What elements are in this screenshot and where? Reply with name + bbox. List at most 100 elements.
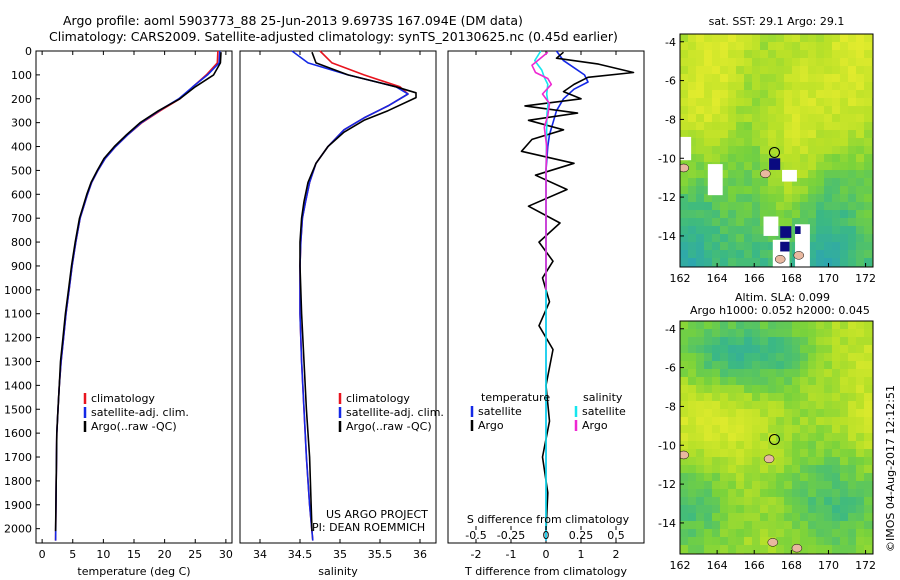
- sla_map-cell: [680, 521, 689, 530]
- sla_map-cell: [824, 433, 833, 442]
- sla_map-cell: [784, 361, 793, 370]
- sla_map-cell: [704, 521, 713, 530]
- sst_map-cell: [808, 82, 817, 91]
- sst_map-cell: [800, 122, 809, 131]
- sst_map-cell: [744, 130, 753, 139]
- sst_map-cell: [696, 74, 705, 83]
- sla_map-cell: [744, 329, 753, 338]
- difference-series-line-3: [531, 51, 553, 290]
- sst_map-cell: [704, 146, 713, 155]
- sst_map-cell: [808, 186, 817, 195]
- sst_map-cell: [752, 234, 761, 243]
- sla_map-cell: [704, 329, 713, 338]
- sst_map-cell: [680, 82, 689, 91]
- sla_map-cell: [680, 345, 689, 354]
- sla_map-cell: [840, 401, 849, 410]
- sla_map-cell: [832, 537, 841, 546]
- sst_map-cell: [680, 178, 689, 187]
- sla_map-cell: [744, 393, 753, 402]
- sst_map-cell: [768, 82, 777, 91]
- sst_map-cell: [824, 130, 833, 139]
- sla_map-cell: [768, 441, 777, 450]
- sla_map-cell: [720, 537, 729, 546]
- sla_map-cell: [688, 521, 697, 530]
- sst_map-cell: [784, 90, 793, 99]
- sst_map-cell: [808, 74, 817, 83]
- sla_map-cell: [792, 433, 801, 442]
- sst_map-cell: [824, 234, 833, 243]
- sst_map-cell: [696, 106, 705, 115]
- sst_map-cell: [688, 42, 697, 51]
- sst_map-cell: [808, 66, 817, 75]
- sla_map-cell: [800, 385, 809, 394]
- sla_map-cell: [816, 417, 825, 426]
- sla_map-cell: [840, 505, 849, 514]
- sla_map-cell: [776, 449, 785, 458]
- sla_map-cell: [752, 537, 761, 546]
- sla_map-cell: [808, 449, 817, 458]
- sst_map-cell: [824, 170, 833, 179]
- sst_map-cell: [856, 186, 865, 195]
- sla_map-cell: [768, 449, 777, 458]
- sst_map-cell: [744, 66, 753, 75]
- sst_map-cell: [688, 202, 697, 211]
- sla_map-cell: [776, 433, 785, 442]
- sla_map-cell: [728, 425, 737, 434]
- sst_map-cell: [768, 250, 777, 259]
- sst_map-cell: [832, 258, 841, 267]
- sla_map-cell: [712, 521, 721, 530]
- sst_map-cell: [816, 66, 825, 75]
- sla_map-cell: [816, 465, 825, 474]
- sst_map-cell: [760, 106, 769, 115]
- sla_map-cell: [744, 465, 753, 474]
- sst_map-cell: [760, 146, 769, 155]
- sst_map-cell: [768, 50, 777, 59]
- sst_map-cell: [800, 42, 809, 51]
- sla_map-cell: [856, 465, 865, 474]
- sst_map-cell: [848, 162, 857, 171]
- sla_map-cell: [744, 489, 753, 498]
- sst_map-cell: [848, 186, 857, 195]
- sst_map-cell: [824, 82, 833, 91]
- sla_map-cell: [792, 417, 801, 426]
- sla_map-cell: [808, 353, 817, 362]
- sla_map-cell: [864, 409, 873, 418]
- sst_map-cell: [816, 154, 825, 163]
- sst_map-cell: [856, 202, 865, 211]
- sst_map-cell: [736, 154, 745, 163]
- sst_map-cell: [760, 42, 769, 51]
- sst_map-cell: [832, 98, 841, 107]
- sla_map-cell: [704, 425, 713, 434]
- sla_map-cell: [864, 537, 873, 546]
- sst_map-cell: [800, 218, 809, 227]
- sst_map-cell: [728, 210, 737, 219]
- sst_map-cell: [696, 58, 705, 67]
- sst_map-cell: [736, 98, 745, 107]
- sla_map-cell: [808, 385, 817, 394]
- sst_map-cell: [824, 186, 833, 195]
- sst_map-cell: [864, 202, 873, 211]
- sst_map-cell: [840, 178, 849, 187]
- sst_map-cell: [712, 226, 721, 235]
- sst_map-cell: [840, 90, 849, 99]
- sst_map-cell: [840, 82, 849, 91]
- sst_map-cell: [680, 58, 689, 67]
- sla_map-cell: [864, 441, 873, 450]
- sst_map-cell: [744, 82, 753, 91]
- sst-map-land: [760, 169, 771, 179]
- sst_map-cell: [728, 154, 737, 163]
- sst_map-cell: [776, 106, 785, 115]
- sst_map-cell: [752, 194, 761, 203]
- sst_map-cell: [688, 146, 697, 155]
- sla_map-cell: [680, 537, 689, 546]
- sla_map-cell: [704, 337, 713, 346]
- sst_map-cell: [848, 146, 857, 155]
- difference-legend-tsat-label: satellite: [478, 405, 522, 418]
- sla_map-cell: [848, 385, 857, 394]
- sla_map-cell: [864, 545, 873, 554]
- sla_map-cell: [808, 513, 817, 522]
- sla_map-cell: [712, 481, 721, 490]
- sst_map-cell: [696, 146, 705, 155]
- sst_map-xtick-label: 166: [744, 272, 765, 285]
- sla_map-cell: [744, 545, 753, 554]
